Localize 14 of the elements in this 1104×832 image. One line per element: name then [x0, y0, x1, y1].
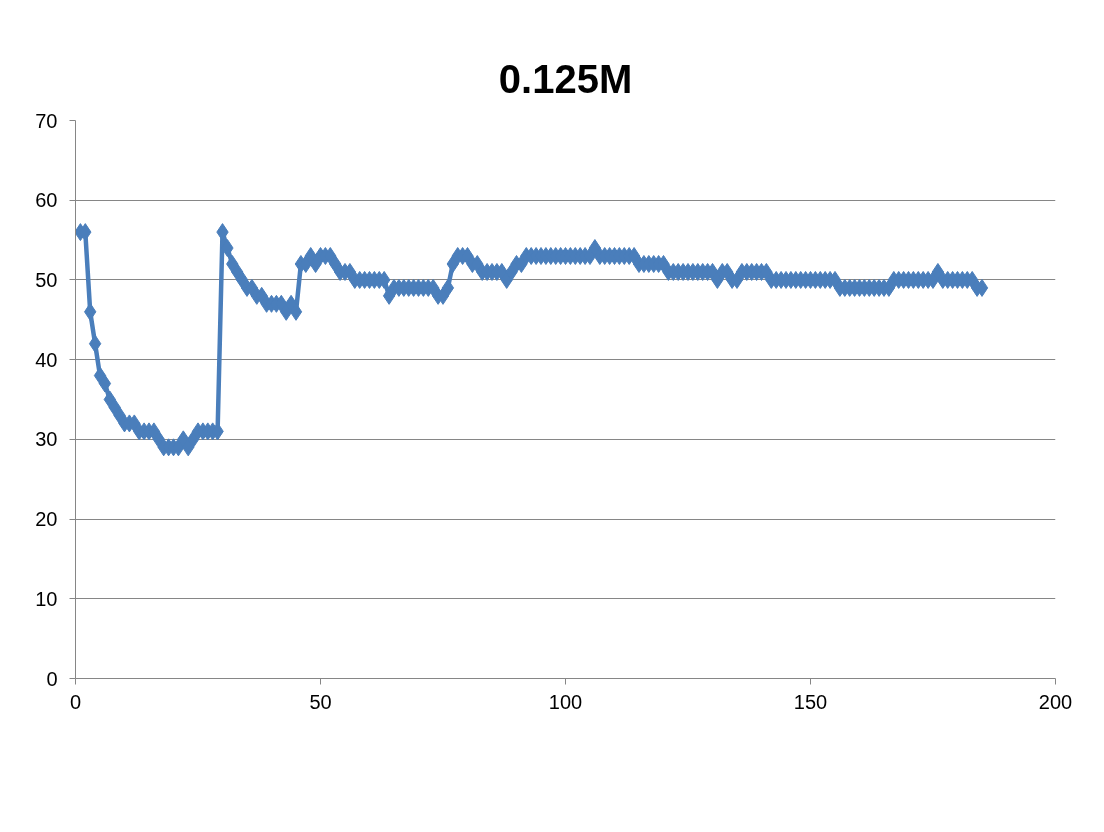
y-tick-label: 0 — [46, 667, 58, 690]
y-tick-label: 60 — [35, 189, 58, 212]
y-tick-label: 40 — [35, 348, 58, 371]
x-tick-label: 200 — [1038, 690, 1073, 713]
y-tick-label: 10 — [35, 587, 58, 610]
y-tick-label: 70 — [35, 109, 58, 132]
y-tick-label: 20 — [35, 508, 58, 531]
x-tick-label: 0 — [69, 690, 82, 713]
y-tick-label: 30 — [35, 428, 58, 451]
x-tick-label: 100 — [548, 690, 583, 713]
x-tick-label: 150 — [793, 690, 828, 713]
y-tick-label: 50 — [35, 268, 58, 291]
x-tick-label: 50 — [309, 690, 332, 713]
chart-title: 0.125M — [498, 56, 633, 101]
